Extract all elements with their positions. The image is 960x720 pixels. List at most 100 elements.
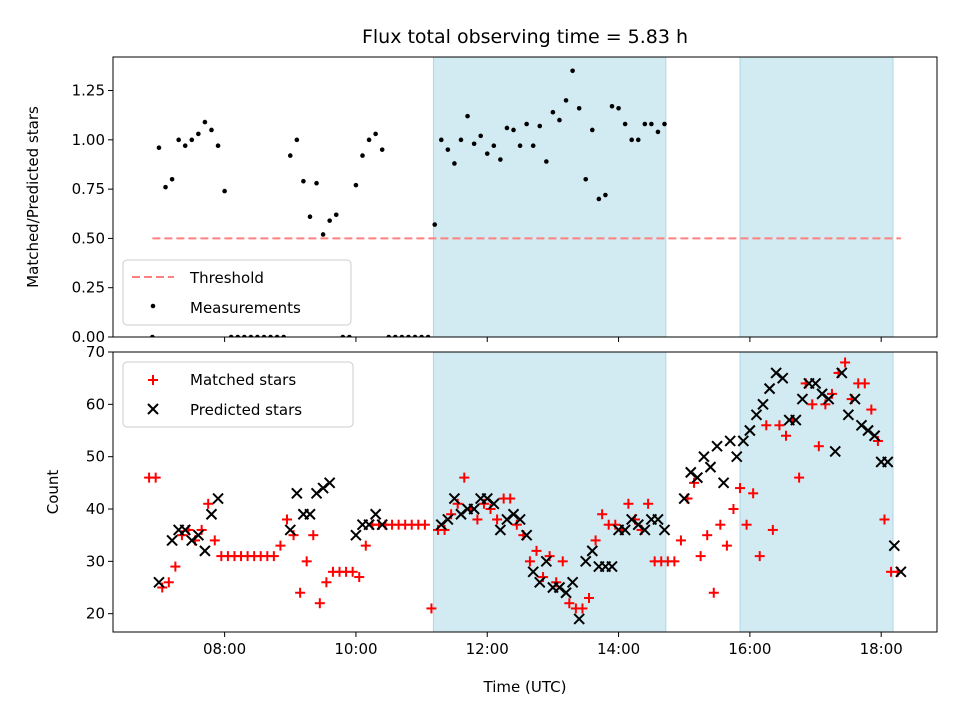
measurement-point (642, 121, 648, 127)
measurement-point (366, 137, 372, 143)
legend-matched-label: Matched stars (190, 371, 296, 389)
measurement-point (412, 334, 418, 337)
matched-star-point (859, 378, 870, 389)
predicted-star-point (744, 424, 756, 437)
y-tick-label: 60 (86, 395, 105, 413)
plot-frame (112, 56, 938, 338)
measurement-point (576, 105, 582, 111)
matched-star-point (715, 519, 726, 530)
matched-star-point (472, 514, 483, 525)
y-tick-label: 1.25 (72, 82, 105, 100)
matched-star-point (780, 430, 791, 441)
measurement-point (635, 137, 641, 143)
matched-star-point (721, 540, 732, 551)
predicted-star-point (212, 492, 224, 505)
matched-star-point (209, 535, 220, 546)
measurement-point (504, 125, 510, 131)
predicted-star-point (514, 513, 526, 526)
measurement-point (281, 334, 287, 337)
matched-star-point (163, 577, 174, 588)
predicted-star-point (494, 524, 507, 536)
predicted-star-point (888, 539, 901, 552)
measurement-point (360, 153, 365, 158)
measurement-point (150, 334, 155, 337)
measurement-point (353, 182, 359, 188)
measurement-point (202, 119, 208, 125)
measurement-point (314, 180, 319, 186)
legend-matched-swatch (148, 375, 158, 385)
matched-star-point (321, 577, 332, 588)
measurement-point (255, 334, 260, 337)
predicted-star-point (790, 414, 802, 426)
predicted-star-point (350, 529, 362, 541)
predicted-star-point (166, 534, 178, 547)
matched-star-point (314, 598, 325, 609)
matched-star-point (524, 556, 535, 567)
legend-measurement-label: Measurements (190, 299, 301, 317)
measurement-point (596, 196, 602, 202)
matched-star-point (728, 504, 739, 515)
predicted-star-point (698, 450, 710, 463)
predicted-star-point (363, 519, 375, 531)
predicted-star-point (691, 471, 704, 484)
matched-star-point (295, 587, 306, 598)
matched-star-point (203, 498, 214, 509)
x-tick-label: 18:00 (860, 640, 903, 658)
matched-star-point (347, 566, 358, 577)
matched-star-point (735, 483, 746, 494)
predicted-star-point (724, 435, 736, 447)
x-tick-label: 10:00 (334, 640, 377, 658)
measurement-point (649, 121, 654, 127)
legend-threshold-label: Threshold (189, 269, 264, 287)
matched-star-point (590, 535, 601, 546)
predicted-star-point (520, 529, 533, 541)
y-tick-label: 40 (86, 500, 105, 518)
predicted-star-point (323, 477, 336, 489)
matched-star-point (840, 357, 851, 368)
y-axis-label: Matched/Predicted stars (24, 106, 42, 288)
measurement-point (182, 143, 188, 149)
predicted-star-point (822, 393, 835, 405)
matched-star-point (597, 509, 608, 520)
measurement-point (333, 212, 339, 218)
predicted-star-point (179, 524, 191, 536)
predicted-star-point (737, 435, 750, 447)
predicted-star-point (448, 492, 461, 505)
matched-star-point (741, 519, 752, 530)
measurement-point (616, 105, 621, 111)
predicted-star-point (796, 393, 809, 405)
matched-star-point (557, 556, 568, 567)
matched-star-point (879, 514, 890, 525)
matched-star-point (584, 592, 595, 603)
measurement-point (156, 145, 162, 151)
measurement-point (228, 334, 234, 337)
matched-star-point (419, 519, 430, 530)
legend: Threshold Measurements (122, 259, 352, 326)
y-tick-label: 0.50 (72, 229, 105, 247)
matched-star-point (196, 524, 207, 535)
predicted-star-point (829, 445, 841, 458)
predicted-star-point (304, 508, 316, 520)
predicted-star-point (842, 409, 855, 421)
y-tick-label: 0.25 (72, 279, 105, 297)
predicted-star-point (199, 545, 211, 557)
predicted-star-point (566, 576, 579, 588)
predicted-star-point (376, 519, 388, 531)
measurement-point (340, 334, 346, 337)
measurement-point (287, 153, 293, 158)
matched-star-point (301, 556, 312, 567)
predicted-star-point (882, 456, 894, 468)
measurement-point (189, 137, 195, 143)
predicted-star-point (534, 576, 546, 588)
measurement-point (432, 222, 438, 227)
measurement-point (484, 151, 490, 156)
predicted-star-point (836, 367, 848, 379)
predicted-star-point (442, 513, 454, 526)
measurement-point (589, 127, 595, 133)
measurement-point (261, 334, 267, 337)
legend-box (122, 361, 354, 428)
measurement-point (196, 131, 201, 137)
measurement-point (655, 129, 661, 135)
measurement-point (570, 68, 575, 74)
matched-star-point (505, 493, 516, 504)
